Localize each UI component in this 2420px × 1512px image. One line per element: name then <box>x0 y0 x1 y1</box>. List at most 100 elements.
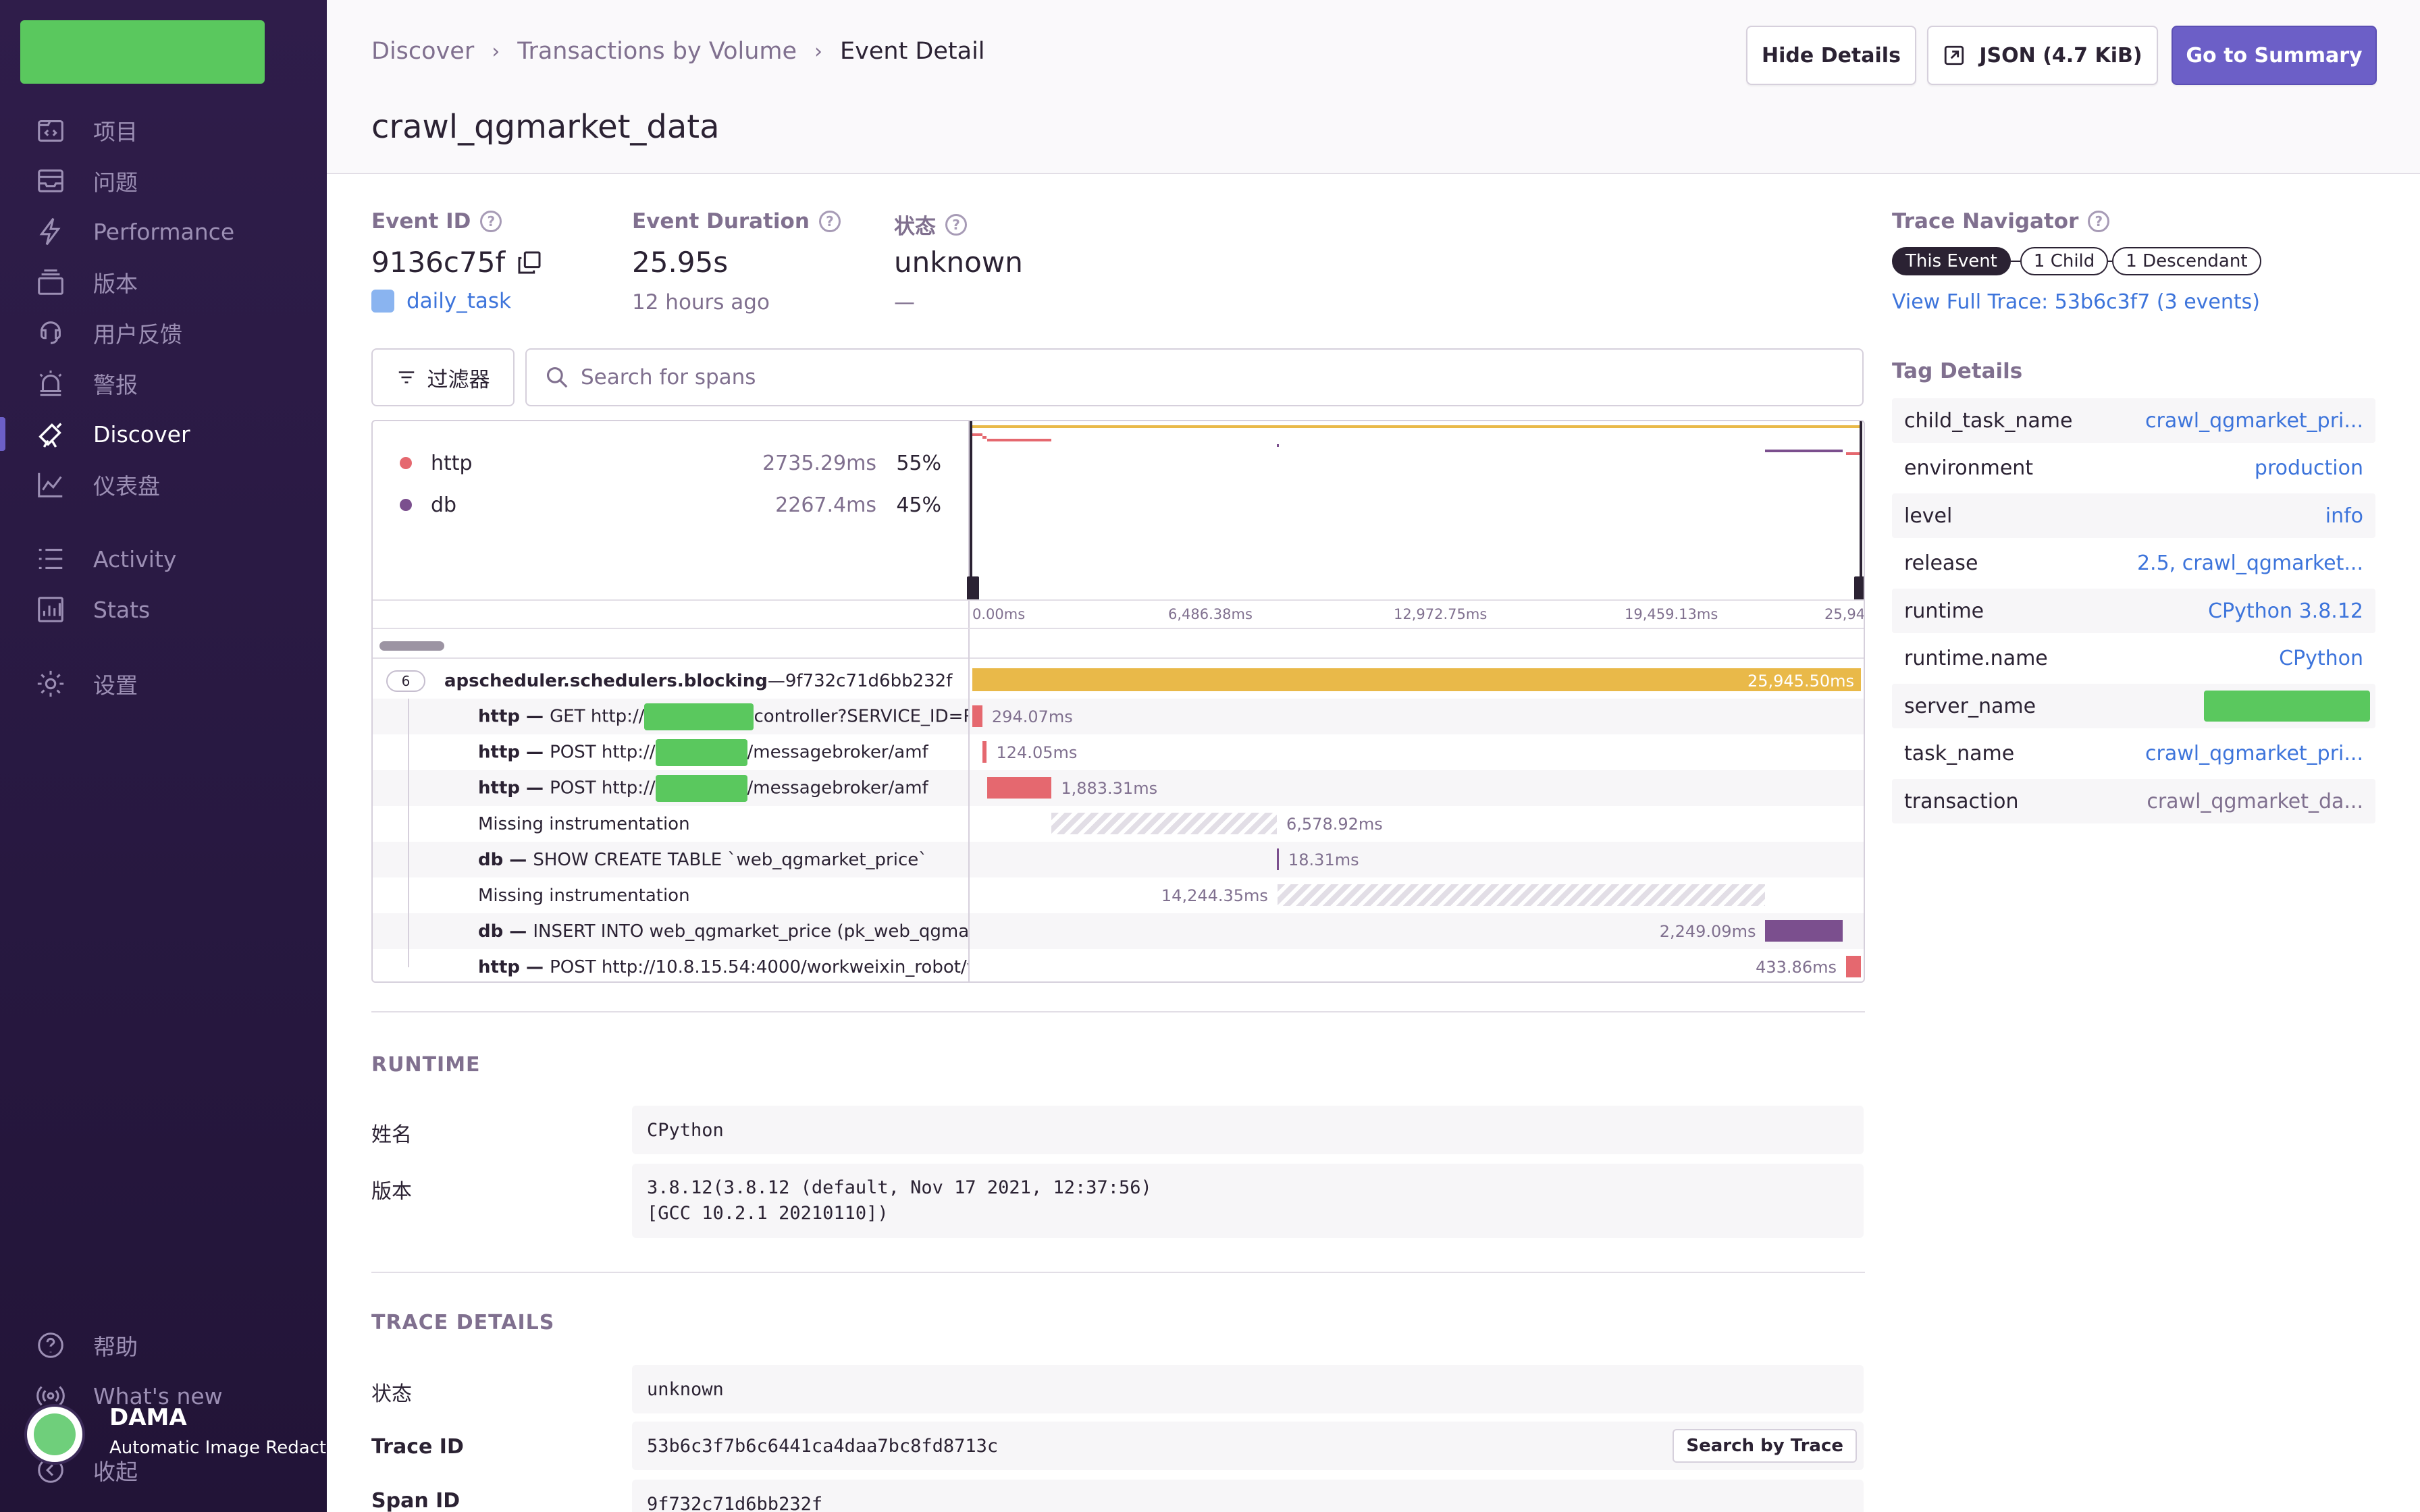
span-row[interactable]: http — POST http:// /messagebroker/amf 1,8… <box>373 770 1864 806</box>
filter-button[interactable]: 过滤器 <box>371 348 515 406</box>
span-row[interactable]: Missing instrumentation 14,244.35ms <box>373 878 1864 913</box>
sidebar-item-issues[interactable]: 问题 <box>0 157 327 205</box>
help-icon[interactable]: ? <box>818 211 841 232</box>
minimap-left-handle[interactable] <box>967 576 979 601</box>
trace-pill-child[interactable]: 1 Child <box>2020 247 2109 275</box>
tag-details-label: Tag Details <box>1892 359 2023 383</box>
span-bar[interactable] <box>1845 956 1861 977</box>
span-bar[interactable] <box>987 777 1052 799</box>
tag-value[interactable]: CPython <box>2279 647 2363 670</box>
releases-icon <box>34 265 68 299</box>
minimap-root-bar <box>972 425 1861 428</box>
span-search-input[interactable] <box>581 365 1796 389</box>
span-id-value: 9f732c71d6bb232f <box>632 1480 1864 1512</box>
sidebar-item-performance[interactable]: Performance <box>0 208 327 255</box>
separator: — <box>767 670 785 691</box>
span-row[interactable]: db — SHOW CREATE TABLE `web_qgmarket_pri… <box>373 842 1864 878</box>
runtime-version-value: 3.8.12(3.8.12 (default, Nov 17 2021, 12:… <box>632 1164 1864 1238</box>
go-to-summary-button[interactable]: Go to Summary <box>2172 26 2377 85</box>
tree-line <box>408 699 409 734</box>
view-full-trace-link[interactable]: View Full Trace: 53b6c3f7 (3 events) <box>1892 290 2260 314</box>
span-duration: 1,883.31ms <box>1061 778 1158 798</box>
sidebar-item-collapse[interactable]: 收起 <box>0 1447 327 1494</box>
avatar[interactable] <box>24 1404 85 1465</box>
breadcrumb-transactions[interactable]: Transactions by Volume <box>517 38 797 65</box>
project-link[interactable]: daily_task <box>371 289 511 313</box>
sidebar-item-alerts[interactable]: 警报 <box>0 360 327 407</box>
op-name: http <box>431 451 473 475</box>
event-duration-label-text: Event Duration <box>632 209 810 234</box>
span-op: http <box>478 706 520 726</box>
tag-value[interactable]: crawl_qgmarket_pri... <box>2145 408 2363 433</box>
copy-icon[interactable] <box>516 249 543 276</box>
span-tree-scroll-area <box>373 629 968 659</box>
event-id-label-text: Event ID <box>371 209 471 234</box>
breadcrumb-discover[interactable]: Discover <box>371 38 475 65</box>
timeline-tick-label: 6,486.38ms <box>1168 606 1253 622</box>
span-row[interactable]: db — INSERT INTO web_qgmarket_price (pk_… <box>373 913 1864 949</box>
sidebar-item-label: 版本 <box>93 271 138 297</box>
tag-value[interactable]: production <box>2254 456 2363 480</box>
sidebar-item-settings[interactable]: 设置 <box>0 660 327 707</box>
span-row[interactable]: Missing instrumentation 6,578.92ms <box>373 806 1864 842</box>
tag-row: runtime CPython 3.8.12 <box>1892 589 2375 633</box>
span-row[interactable]: http — POST http://10.8.15.54:4000/workw… <box>373 949 1864 981</box>
trace-pill-this-event[interactable]: This Event <box>1892 247 2011 275</box>
span-desc-text: POST http:// <box>550 778 656 798</box>
span-bar[interactable] <box>972 705 982 727</box>
tag-value[interactable]: info <box>2325 504 2363 528</box>
span-id: 9f732c71d6bb232f <box>785 670 953 691</box>
sidebar-item-help[interactable]: 帮助 <box>0 1322 327 1369</box>
tree-line <box>408 770 409 806</box>
runtime-name-text: CPython <box>647 1119 724 1141</box>
span-duration: 25,945.50ms <box>1747 671 1854 691</box>
sidebar-item-dashboards[interactable]: 仪表盘 <box>0 461 327 508</box>
horizontal-scrollbar[interactable] <box>379 641 444 651</box>
span-bar[interactable] <box>982 741 987 763</box>
missing-instrumentation-bar[interactable] <box>1051 813 1277 834</box>
minimap-right-edge <box>1860 421 1862 598</box>
span-tree: 6 apscheduler.schedulers.blocking — 9f732… <box>373 663 1864 981</box>
span-row-root[interactable]: 6 apscheduler.schedulers.blocking — 9f732… <box>373 663 1864 699</box>
minimap[interactable] <box>970 421 1864 598</box>
span-bar[interactable] <box>972 668 1861 691</box>
sidebar-item-activity[interactable]: Activity <box>0 535 327 583</box>
tag-value[interactable]: 2.5, crawl_qgmarket... <box>2136 551 2363 575</box>
sidebar-item-discover[interactable]: Discover <box>0 410 327 458</box>
sidebar-item-stats[interactable]: Stats <box>0 586 327 633</box>
tag-value[interactable]: crawl_qgmarket_pri... <box>2145 742 2363 765</box>
trace-status-text: unknown <box>647 1378 724 1400</box>
trace-pill-descendant[interactable]: 1 Descendant <box>2112 247 2261 275</box>
sidebar-item-user-feedback[interactable]: 用户反馈 <box>0 309 327 356</box>
span-search[interactable] <box>525 348 1864 406</box>
row-divider <box>968 663 970 699</box>
tag-row: task_name crawl_qgmarket_pri... <box>1892 732 2375 776</box>
span-row[interactable]: http — POST http:// /messagebroker/amf 124… <box>373 734 1864 770</box>
sidebar-item-whats-new[interactable]: What's new <box>0 1372 327 1420</box>
connector <box>2010 261 2020 262</box>
search-by-trace-button[interactable]: Search by Trace <box>1673 1429 1857 1463</box>
tag-row: server_name <box>1892 684 2375 728</box>
hide-details-button[interactable]: Hide Details <box>1746 26 1916 85</box>
trace-details-section-title: TRACE DETAILS <box>371 1311 555 1334</box>
span-bar[interactable] <box>1765 920 1843 942</box>
runtime-name-value: CPython <box>632 1106 1864 1154</box>
span-description: Missing instrumentation <box>478 814 690 834</box>
span-op: db <box>478 849 504 870</box>
chevron-right-icon: › <box>814 39 823 63</box>
sidebar-item-releases[interactable]: 版本 <box>0 259 327 306</box>
help-icon[interactable]: ? <box>480 211 502 232</box>
tag-value[interactable]: CPython 3.8.12 <box>2208 599 2363 623</box>
tree-line <box>408 842 409 878</box>
help-icon[interactable]: ? <box>945 213 967 236</box>
sidebar-item-projects[interactable]: 项目 <box>0 107 327 154</box>
help-icon[interactable]: ? <box>2088 211 2110 232</box>
org-switcher[interactable] <box>20 20 265 84</box>
span-row[interactable]: http — GET http:// controller?SERVICE_ID=… <box>373 699 1864 734</box>
span-op: db <box>478 921 504 942</box>
span-bar[interactable] <box>1277 848 1280 870</box>
performance-icon <box>34 215 68 248</box>
json-button[interactable]: JSON (4.7 KiB) <box>1927 26 2158 85</box>
missing-instrumentation-bar[interactable] <box>1277 884 1766 906</box>
child-count-badge[interactable]: 6 <box>386 670 425 692</box>
